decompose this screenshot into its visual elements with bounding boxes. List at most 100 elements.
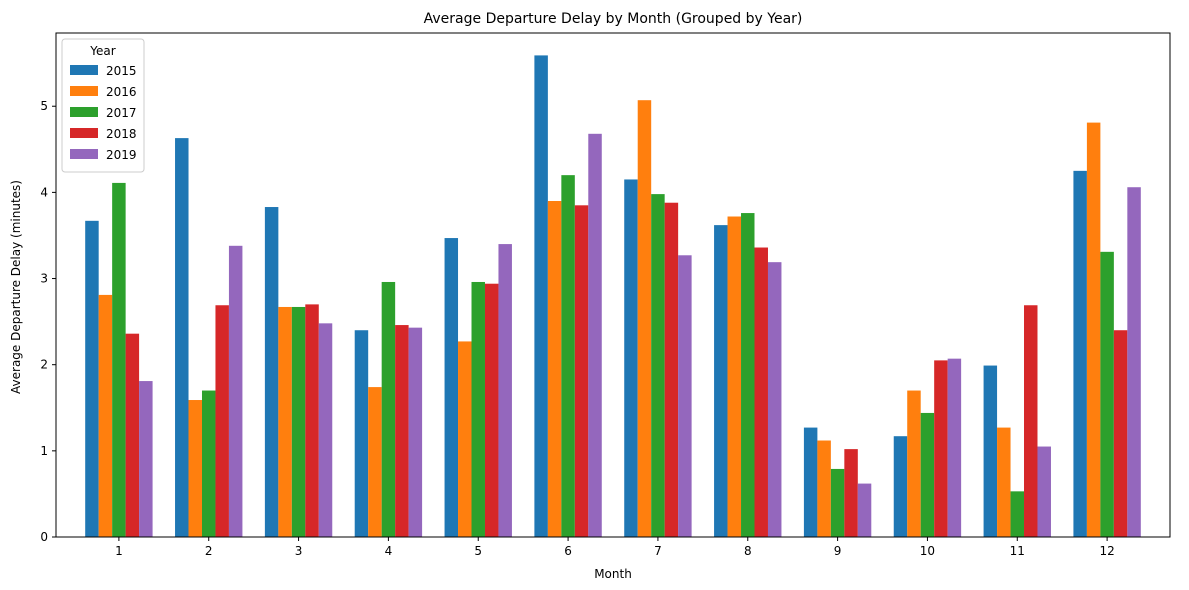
x-tick-label: 3 [295,544,303,558]
bar-2017-6 [561,175,575,537]
bar-2015-11 [983,365,998,537]
bar-2016-2 [188,400,202,537]
legend-label-2018: 2018 [106,127,137,141]
bar-2019-9 [857,483,872,537]
bar-2019-8 [767,262,782,537]
y-tick-label: 1 [40,444,48,458]
bar-2019-7 [678,255,692,537]
bar-2015-8 [714,225,728,537]
legend-swatch-2016 [70,86,98,96]
bar-2019-4 [408,327,423,537]
bar-2019-3 [318,323,333,537]
plot-frame [55,32,1171,538]
bar-2019-6 [588,133,602,538]
series-2016 [98,100,1101,537]
x-axis-label: Month [594,567,632,581]
bar-2018-3 [305,304,319,537]
bar-2017-4 [381,281,396,537]
bar-2017-8 [741,213,755,537]
bar-2016-1 [98,294,113,537]
bar-2019-12 [1127,187,1141,537]
bar-2016-9 [817,440,831,537]
bar-2018-10 [934,360,948,537]
bar-2016-3 [278,306,292,537]
legend-title: Year [89,44,115,58]
bar-2015-6 [534,55,548,538]
bar-2017-10 [920,412,935,537]
bar-2016-11 [997,427,1011,537]
bar-2016-10 [907,390,921,537]
bar-2015-7 [624,179,638,537]
series-2015 [85,55,1087,538]
bar-2017-11 [1010,491,1025,537]
bar-2018-12 [1113,330,1128,537]
x-tick-label: 11 [1010,544,1025,558]
bar-2015-1 [85,220,99,537]
x-tick-label: 1 [115,544,123,558]
y-tick-label: 0 [40,530,48,544]
bar-2016-5 [458,341,472,537]
x-tick-label: 4 [385,544,393,558]
x-tick-label: 7 [654,544,662,558]
x-tick-label: 9 [834,544,842,558]
bar-2018-4 [395,325,409,537]
bars-layer [85,55,1141,538]
x-tick-label: 6 [564,544,572,558]
bar-2015-12 [1073,170,1087,537]
legend-label-2019: 2019 [106,148,137,162]
y-tick-label: 5 [40,99,48,113]
legend-label-2017: 2017 [106,106,137,120]
x-tick-label: 12 [1099,544,1114,558]
bar-2015-4 [354,330,369,537]
bar-2016-4 [368,387,382,537]
bar-2015-2 [175,138,189,538]
bar-2017-7 [651,194,665,538]
bar-2015-3 [264,207,279,537]
bar-2019-5 [498,244,512,537]
bar-2019-2 [228,245,243,538]
bar-2019-1 [139,381,153,537]
bar-2017-12 [1100,251,1114,537]
x-tick-label: 10 [920,544,935,558]
bar-2017-9 [830,468,845,537]
bar-2019-10 [947,358,962,537]
bar-2018-9 [844,449,858,537]
x-tick-label: 8 [744,544,752,558]
legend-label-2015: 2015 [106,64,137,78]
bar-2016-8 [727,216,742,537]
y-tick-label: 4 [40,185,48,199]
x-tick-label: 2 [205,544,213,558]
legend-label-2016: 2016 [106,85,137,99]
legend-swatch-2015 [70,65,98,75]
bar-2017-5 [471,281,485,537]
bar-2016-12 [1086,122,1101,537]
bar-2017-3 [291,306,306,537]
bar-2018-11 [1024,305,1038,537]
bar-2018-2 [215,305,229,537]
series-2018 [125,202,1128,537]
legend-swatch-2019 [70,149,98,159]
legend: Year 2015 2016 2017 2018 2019 [61,38,145,173]
bar-2018-8 [754,247,768,537]
y-tick-label: 2 [40,358,48,372]
y-tick-label: 3 [40,272,48,286]
bar-2018-7 [664,202,679,537]
bar-2015-10 [893,436,908,537]
bar-2016-7 [637,100,652,537]
legend-swatch-2017 [70,107,98,117]
bar-2016-6 [547,201,562,537]
chart-title: Average Departure Delay by Month (Groupe… [424,11,803,27]
series-2017 [112,175,1114,538]
bar-2015-9 [803,427,818,537]
bar-2017-2 [201,390,216,537]
bar-2018-5 [484,283,499,537]
legend-swatch-2018 [70,128,98,138]
x-tick-label: 5 [474,544,482,558]
bar-2018-1 [125,333,140,537]
bar-2015-5 [444,238,459,538]
series-2019 [139,133,1141,538]
y-axis-label: Average Departure Delay (minutes) [9,180,23,394]
